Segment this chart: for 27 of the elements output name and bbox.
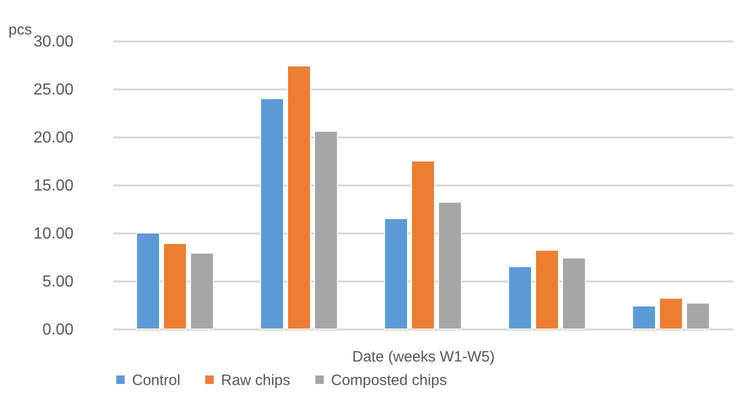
y-tick-label: 20.00 [33,130,74,146]
bar [190,252,214,330]
bar [411,160,435,330]
bar [384,218,408,330]
bar [659,298,683,330]
x-axis-title: Date (weeks W1-W5) [352,348,495,366]
legend-label: Composted chips [331,372,447,389]
bar [163,243,187,330]
y-axis-title: pcs [8,22,32,38]
bar [632,305,656,330]
bar [508,266,532,330]
y-tick-label: 0.00 [42,322,74,338]
legend-label: Raw chips [221,372,290,389]
bar [438,202,462,330]
bar [287,65,311,330]
y-tick-label: 15.00 [33,178,74,194]
y-tick-label: 5.00 [42,274,74,290]
bar [314,130,338,330]
legend-label: Control [132,372,180,389]
y-tick-label: 30.00 [33,34,74,50]
y-tick-label: 10.00 [33,226,74,242]
bar [686,302,710,330]
y-tick-label: 25.00 [33,82,74,98]
bar [260,98,284,330]
bar [535,250,559,330]
bar [562,257,586,330]
bar [136,232,160,330]
